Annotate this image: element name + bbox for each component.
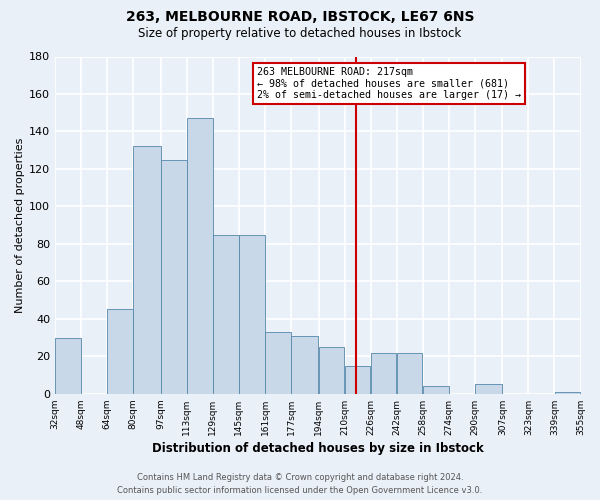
Bar [213, 234, 239, 394]
Text: Size of property relative to detached houses in Ibstock: Size of property relative to detached ho… [139, 28, 461, 40]
Bar [291, 336, 319, 394]
Bar [555, 392, 580, 394]
Text: 263 MELBOURNE ROAD: 217sqm
← 98% of detached houses are smaller (681)
2% of semi: 263 MELBOURNE ROAD: 217sqm ← 98% of deta… [257, 66, 521, 100]
X-axis label: Distribution of detached houses by size in Ibstock: Distribution of detached houses by size … [152, 442, 484, 455]
Bar [371, 352, 397, 394]
Bar [107, 310, 133, 394]
Text: Contains HM Land Registry data © Crown copyright and database right 2024.
Contai: Contains HM Land Registry data © Crown c… [118, 474, 482, 495]
Bar [319, 347, 344, 394]
Bar [265, 332, 291, 394]
Bar [55, 338, 81, 394]
Text: 263, MELBOURNE ROAD, IBSTOCK, LE67 6NS: 263, MELBOURNE ROAD, IBSTOCK, LE67 6NS [126, 10, 474, 24]
Bar [423, 386, 449, 394]
Bar [161, 160, 187, 394]
Bar [187, 118, 212, 394]
Y-axis label: Number of detached properties: Number of detached properties [15, 138, 25, 313]
Bar [397, 352, 422, 394]
Bar [239, 234, 265, 394]
Bar [133, 146, 161, 394]
Bar [345, 366, 370, 394]
Bar [475, 384, 502, 394]
